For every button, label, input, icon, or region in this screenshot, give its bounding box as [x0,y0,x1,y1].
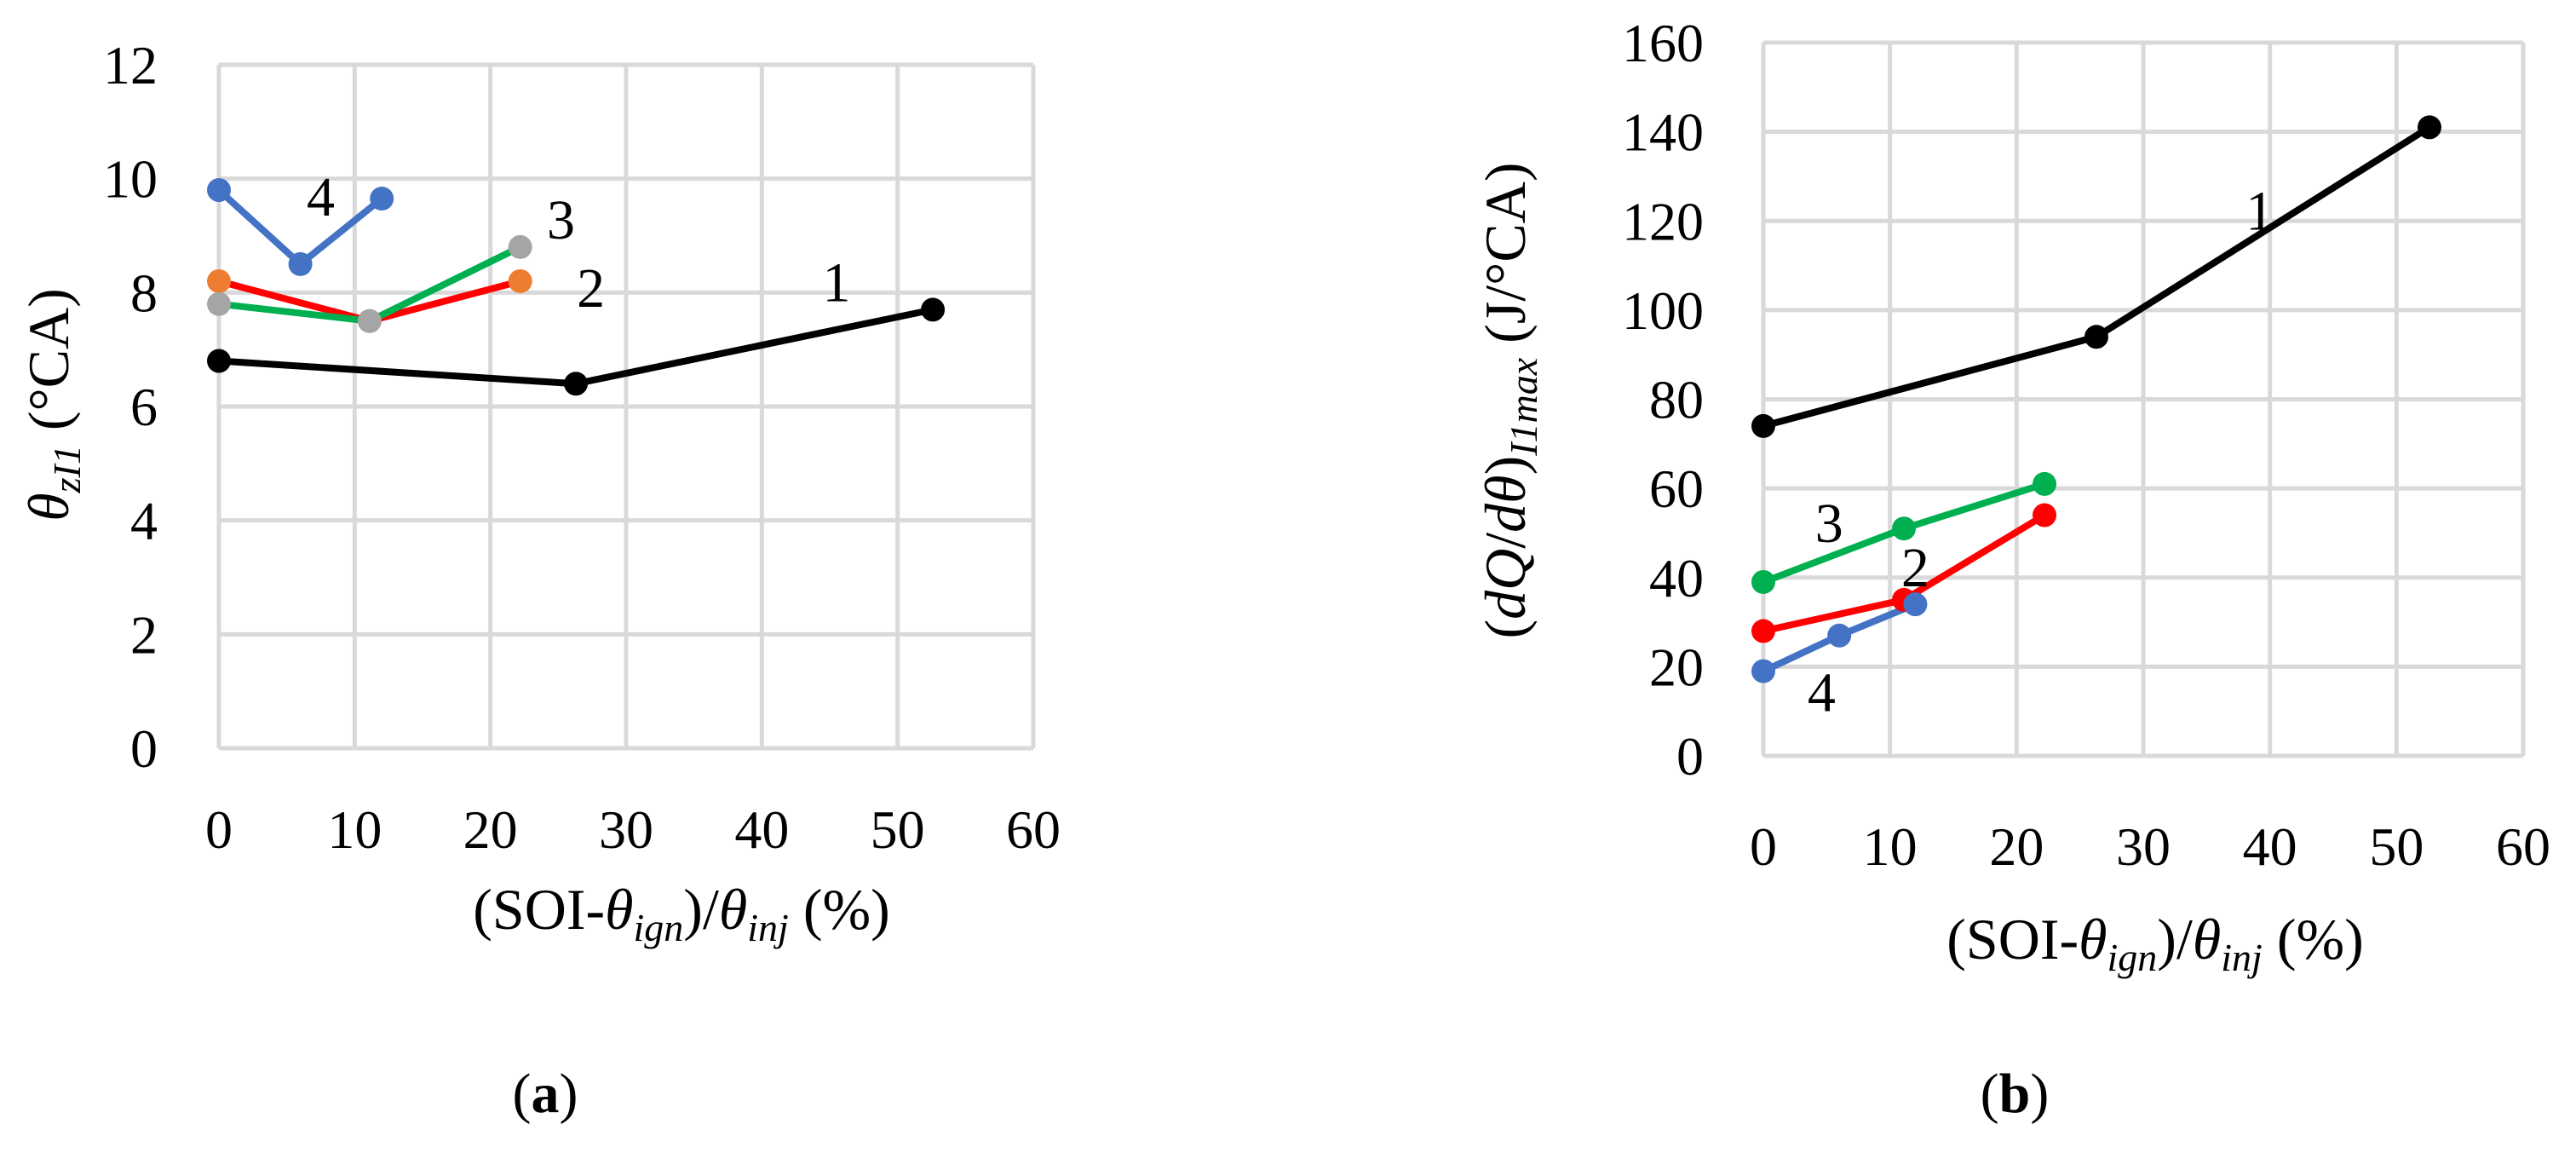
chart-b-series-4-point-1 [1827,623,1852,648]
chart-a-y-tick-12: 12 [103,35,158,95]
chart-a-y-tick-10: 10 [103,149,158,210]
chart-b-series-1-point-2 [2417,115,2441,140]
chart-a-series-1-point-1 [564,372,589,396]
chart-b-series-3-point-0 [1751,569,1775,594]
chart-a-series-2-point-0 [207,268,231,293]
chart-b-series-2-point-2 [2033,503,2057,527]
chart-b-x-tick-20: 20 [1989,816,2044,877]
chart-b-y-tick-40: 40 [1649,548,1704,608]
chart-b-x-tick-0: 0 [1750,816,1777,877]
chart-a-series-1-point-2 [921,297,946,322]
chart-b-x-tick-30: 30 [2116,816,2171,877]
chart-a-x-tick-10: 10 [327,799,382,860]
chart-a-y-tick-8: 8 [130,262,158,323]
chart-a-series [207,178,946,396]
chart-a-series-label-2: 2 [577,257,605,320]
chart-b-y-axis-label: (dQ/dθ)I1max (J/°CA) [1473,162,1545,638]
chart-a-series-1-point-0 [207,349,231,373]
chart-b-x-ticks: 0 10 20 30 40 50 60 [1750,816,2550,877]
chart-b-series-1-point-0 [1751,413,1775,438]
chart-a-y-axis-label: θzI1 (°CA) [16,288,89,522]
chart-b-series-label-3: 3 [1815,493,1843,555]
chart-a-x-tick-0: 0 [205,799,233,860]
chart-b-series-1-point-1 [2084,325,2108,349]
chart-b-y-ticks: 0 20 40 60 80 100 120 140 160 [1622,13,1704,787]
chart-b-series-4-point-0 [1751,659,1775,683]
chart-b-y-tick-60: 60 [1649,458,1704,519]
chart-a-series-label-4: 4 [307,166,335,228]
chart-a-series-label-1: 1 [822,251,850,314]
chart-b-y-tick-0: 0 [1676,726,1704,787]
chart-b-series-4-point-2 [1903,592,1928,617]
chart-a-y-tick-4: 4 [130,491,158,551]
chart-b-series-3-point-2 [2033,471,2057,496]
chart-a-x-tick-60: 60 [1006,799,1061,860]
chart-a-x-tick-20: 20 [463,799,518,860]
chart-a-x-axis-label: (SOI-θign)/θinj (%) [473,877,890,949]
chart-a-series-labels: 1 23 4 [307,166,850,320]
chart-a-y-tick-0: 0 [130,718,158,779]
chart-b-grid [1761,40,2526,758]
chart-a-y-tick-6: 6 [130,377,158,437]
chart-b-series [1751,115,2441,683]
chart-a-x-tick-40: 40 [734,799,789,860]
chart-b-y-tick-160: 160 [1622,13,1704,73]
chart-b-x-tick-50: 50 [2369,816,2424,877]
chart-a-series-3-point-0 [207,291,231,316]
chart-b-series-1-line [1762,124,2432,429]
chart-b-y-tick-100: 100 [1622,280,1704,341]
chart-a-y-tick-2: 2 [130,604,158,665]
chart-b-x-tick-10: 10 [1863,816,1918,877]
chart-b-x-tick-60: 60 [2496,816,2550,877]
chart-a-grid [216,62,1036,751]
chart-b-series-3-point-1 [1892,516,1917,541]
chart-a-series-2-point-2 [508,268,532,293]
chart-b-y-tick-120: 120 [1622,191,1704,251]
chart-a-x-tick-30: 30 [599,799,653,860]
chart-a-series-3-point-2 [508,234,532,259]
chart-b-y-tick-80: 80 [1649,370,1704,430]
chart-a-series-4-point-2 [370,187,394,211]
chart-b-series-label-2: 2 [1901,537,1929,599]
chart-b-y-tick-140: 140 [1622,102,1704,163]
chart-a-y-ticks: 0 2 4 6 8 10 12 [103,35,158,779]
chart-a-x-ticks: 0 10 20 30 40 50 60 [205,799,1061,860]
chart-b-series-2-point-0 [1751,619,1775,643]
chart-a-series-4-point-1 [288,251,313,276]
chart-b-y-tick-20: 20 [1649,637,1704,697]
chart-b-series-label-1: 1 [2245,181,2274,243]
chart-a-series-3-point-1 [357,308,382,333]
chart-a-series-4-point-0 [207,178,231,203]
chart-b-panel-label: (b) [1981,1063,2050,1125]
chart-b: 0 10 20 30 40 50 60 0 20 40 60 80 100 120 140 160 1 23 4… [1473,13,2550,1125]
chart-b-series-label-4: 4 [1808,662,1836,724]
chart-a-panel-label: (a) [513,1063,578,1125]
chart-b-series-labels: 1 23 4 [1808,181,2274,724]
chart-b-x-tick-40: 40 [2243,816,2297,877]
chart-a-series-label-3: 3 [547,189,575,251]
chart-a-x-tick-50: 50 [871,799,925,860]
chart-b-x-axis-label: (SOI-θign)/θinj (%) [1946,907,2364,979]
